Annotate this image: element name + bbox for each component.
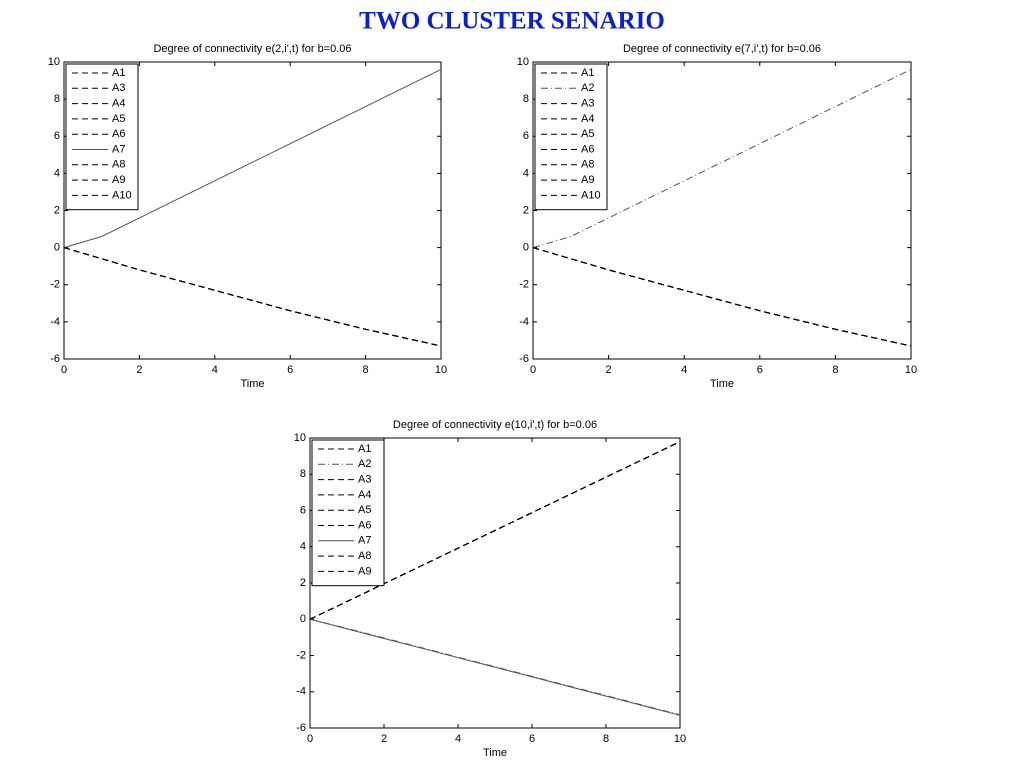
x-tick-label: 6: [529, 733, 535, 745]
y-tick-label: 6: [523, 130, 529, 142]
legend-label: A4: [581, 113, 594, 125]
legend-box: [311, 439, 385, 587]
y-tick-label: -2: [50, 279, 60, 291]
y-tick-label: 2: [300, 577, 306, 589]
y-tick-label: -2: [296, 649, 306, 661]
x-tick-label: 0: [61, 364, 67, 376]
legend-label: A10: [112, 189, 132, 201]
y-tick-label: 6: [54, 130, 60, 142]
x-tick-label: 10: [905, 364, 917, 376]
y-tick-label: 6: [300, 504, 306, 516]
y-tick-label: 4: [300, 541, 306, 553]
legend-label: A7: [358, 535, 371, 547]
legend-label: A4: [358, 489, 371, 501]
x-tick-label: 8: [603, 733, 609, 745]
x-tick-label: 2: [606, 364, 612, 376]
y-tick-label: 8: [523, 93, 529, 105]
y-tick-label: 4: [54, 167, 60, 179]
legend-label: A2: [581, 82, 594, 94]
y-tick-label: 10: [48, 56, 60, 68]
y-tick-label: 8: [54, 93, 60, 105]
series-line: [309, 618, 681, 716]
chart: Degree of connectivity e(2,i',t) for b=0…: [48, 43, 447, 390]
legend-label: A9: [358, 565, 371, 577]
x-tick-label: 10: [674, 733, 686, 745]
series-line: [309, 618, 681, 716]
x-tick-label: 8: [363, 364, 369, 376]
x-axis-label: Time: [240, 378, 264, 390]
y-tick-label: 8: [300, 468, 306, 480]
chart-title: Degree of connectivity e(10,i',t) for b=…: [393, 419, 597, 431]
chart-title: Degree of connectivity e(7,i',t) for b=0…: [623, 43, 821, 55]
legend-label: A6: [358, 519, 371, 531]
y-tick-label: 2: [54, 204, 60, 216]
legend-label: A1: [358, 443, 371, 455]
legend-label: A3: [581, 98, 594, 110]
chart: Degree of connectivity e(7,i',t) for b=0…: [517, 43, 917, 390]
y-tick-label: 10: [517, 56, 529, 68]
x-tick-label: 0: [530, 364, 536, 376]
y-tick-label: 10: [294, 432, 306, 444]
legend-label: A5: [581, 128, 594, 140]
y-tick-label: -6: [519, 353, 529, 365]
y-tick-label: 0: [300, 613, 306, 625]
x-tick-label: 4: [212, 364, 218, 376]
x-tick-label: 6: [757, 364, 763, 376]
x-tick-label: 0: [307, 733, 313, 745]
legend-label: A8: [581, 159, 594, 171]
legend-label: A5: [358, 504, 371, 516]
legend-label: A9: [581, 174, 594, 186]
legend-label: A3: [112, 82, 125, 94]
y-tick-label: 2: [523, 204, 529, 216]
legend-box: [534, 63, 608, 211]
x-axis-label: Time: [483, 747, 507, 759]
series-line: [63, 68, 442, 249]
series-line: [532, 247, 912, 347]
x-tick-label: 4: [681, 364, 687, 376]
x-tick-label: 2: [136, 364, 142, 376]
legend-label: A10: [581, 189, 601, 201]
y-tick-label: 4: [523, 167, 529, 179]
legend-label: A2: [358, 458, 371, 470]
legend-label: A3: [358, 474, 371, 486]
y-tick-label: -4: [50, 316, 60, 328]
x-tick-label: 8: [832, 364, 838, 376]
legend-label: A8: [112, 159, 125, 171]
legend-label: A5: [112, 113, 125, 125]
legend-label: A6: [112, 128, 125, 140]
x-tick-label: 2: [381, 733, 387, 745]
x-tick-label: 6: [287, 364, 293, 376]
x-axis-label: Time: [710, 378, 734, 390]
legend-box: [65, 63, 139, 211]
y-tick-label: 0: [54, 242, 60, 254]
y-tick-label: -4: [519, 316, 529, 328]
y-tick-label: -6: [50, 353, 60, 365]
y-tick-label: 0: [523, 242, 529, 254]
chart: Degree of connectivity e(10,i',t) for b=…: [294, 419, 686, 759]
chart-title: Degree of connectivity e(2,i',t) for b=0…: [153, 43, 351, 55]
legend-label: A8: [358, 550, 371, 562]
series-line: [63, 247, 442, 347]
legend-label: A1: [581, 67, 594, 79]
y-tick-label: -4: [296, 686, 306, 698]
y-tick-label: -6: [296, 722, 306, 734]
slide-title: TWO CLUSTER SENARIO: [359, 8, 665, 35]
legend-label: A9: [112, 174, 125, 186]
legend-label: A4: [112, 98, 125, 110]
legend-label: A1: [112, 67, 125, 79]
x-tick-label: 10: [435, 364, 447, 376]
series-line: [309, 441, 681, 620]
legend-label: A7: [112, 143, 125, 155]
x-tick-label: 4: [455, 733, 461, 745]
y-tick-label: -2: [519, 279, 529, 291]
legend-label: A6: [581, 143, 594, 155]
